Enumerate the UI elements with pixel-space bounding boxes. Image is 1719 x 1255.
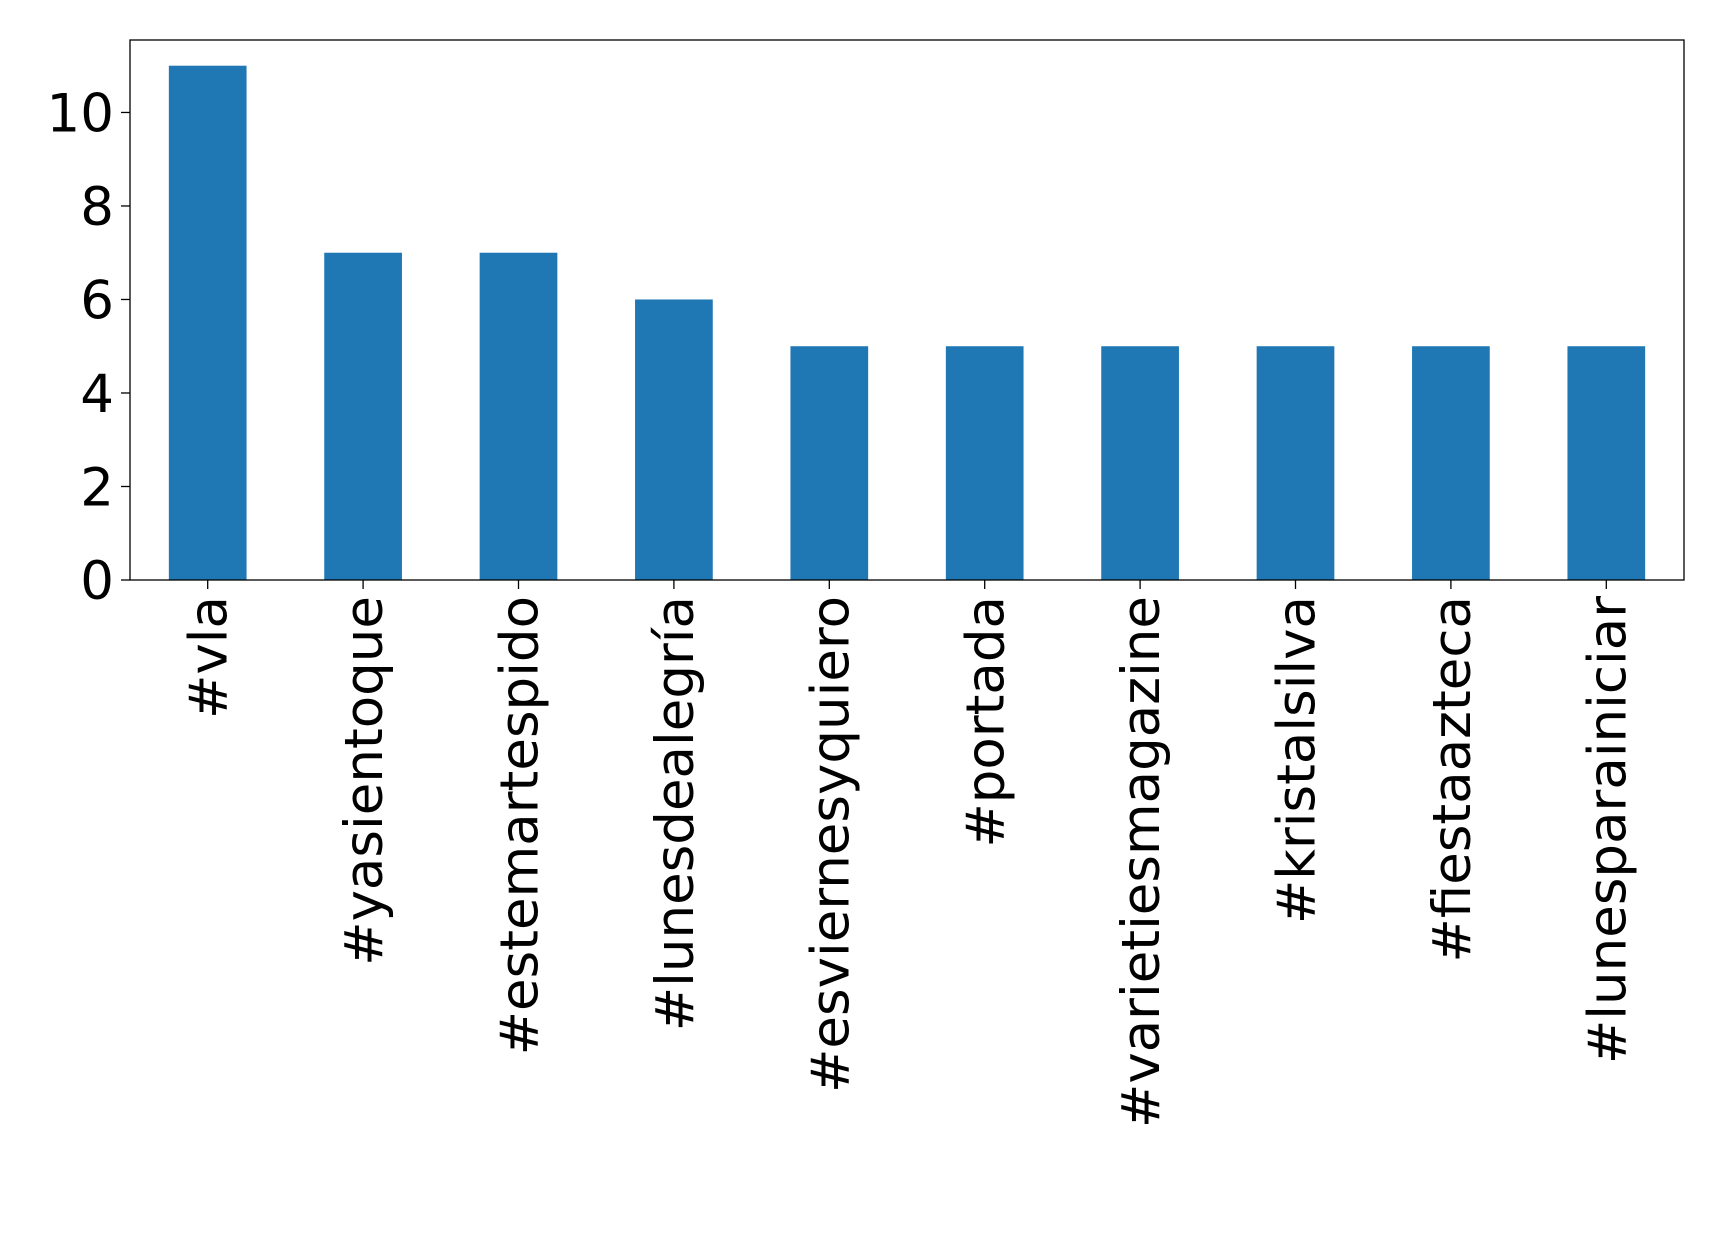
- bar: [790, 346, 869, 580]
- x-tick-label: #lunesdealegría: [645, 596, 706, 1031]
- x-tick-label: #varietiesmagazine: [1111, 596, 1172, 1128]
- bar: [1412, 346, 1490, 580]
- x-tick-label: #vla: [179, 596, 240, 719]
- x-tick-label: #esviernesyquiero: [800, 596, 861, 1093]
- y-tick-label: 10: [47, 83, 114, 144]
- bar: [479, 252, 558, 580]
- bar: [324, 252, 402, 580]
- x-tick-label: #fiestaazteca: [1422, 596, 1483, 963]
- plot-frame: [129, 39, 1685, 581]
- x-tick-label: #portada: [956, 596, 1017, 848]
- bar: [1101, 346, 1179, 580]
- x-tick-label: #kristalsilva: [1267, 596, 1328, 924]
- bar: [945, 346, 1024, 580]
- bar: [1256, 346, 1335, 580]
- bar: [635, 299, 713, 580]
- bar: [1567, 346, 1646, 580]
- x-tick-label: #lunesparainiciar: [1577, 596, 1638, 1064]
- y-tick-label: 8: [80, 177, 114, 238]
- bar: [168, 65, 247, 580]
- y-tick-label: 6: [80, 270, 114, 331]
- y-tick-label: 0: [80, 551, 114, 612]
- x-tick-label: #yasientoque: [334, 596, 395, 966]
- y-tick-label: 2: [80, 457, 114, 518]
- x-tick-label: #estemartespido: [490, 596, 551, 1055]
- y-tick-label: 4: [80, 364, 114, 425]
